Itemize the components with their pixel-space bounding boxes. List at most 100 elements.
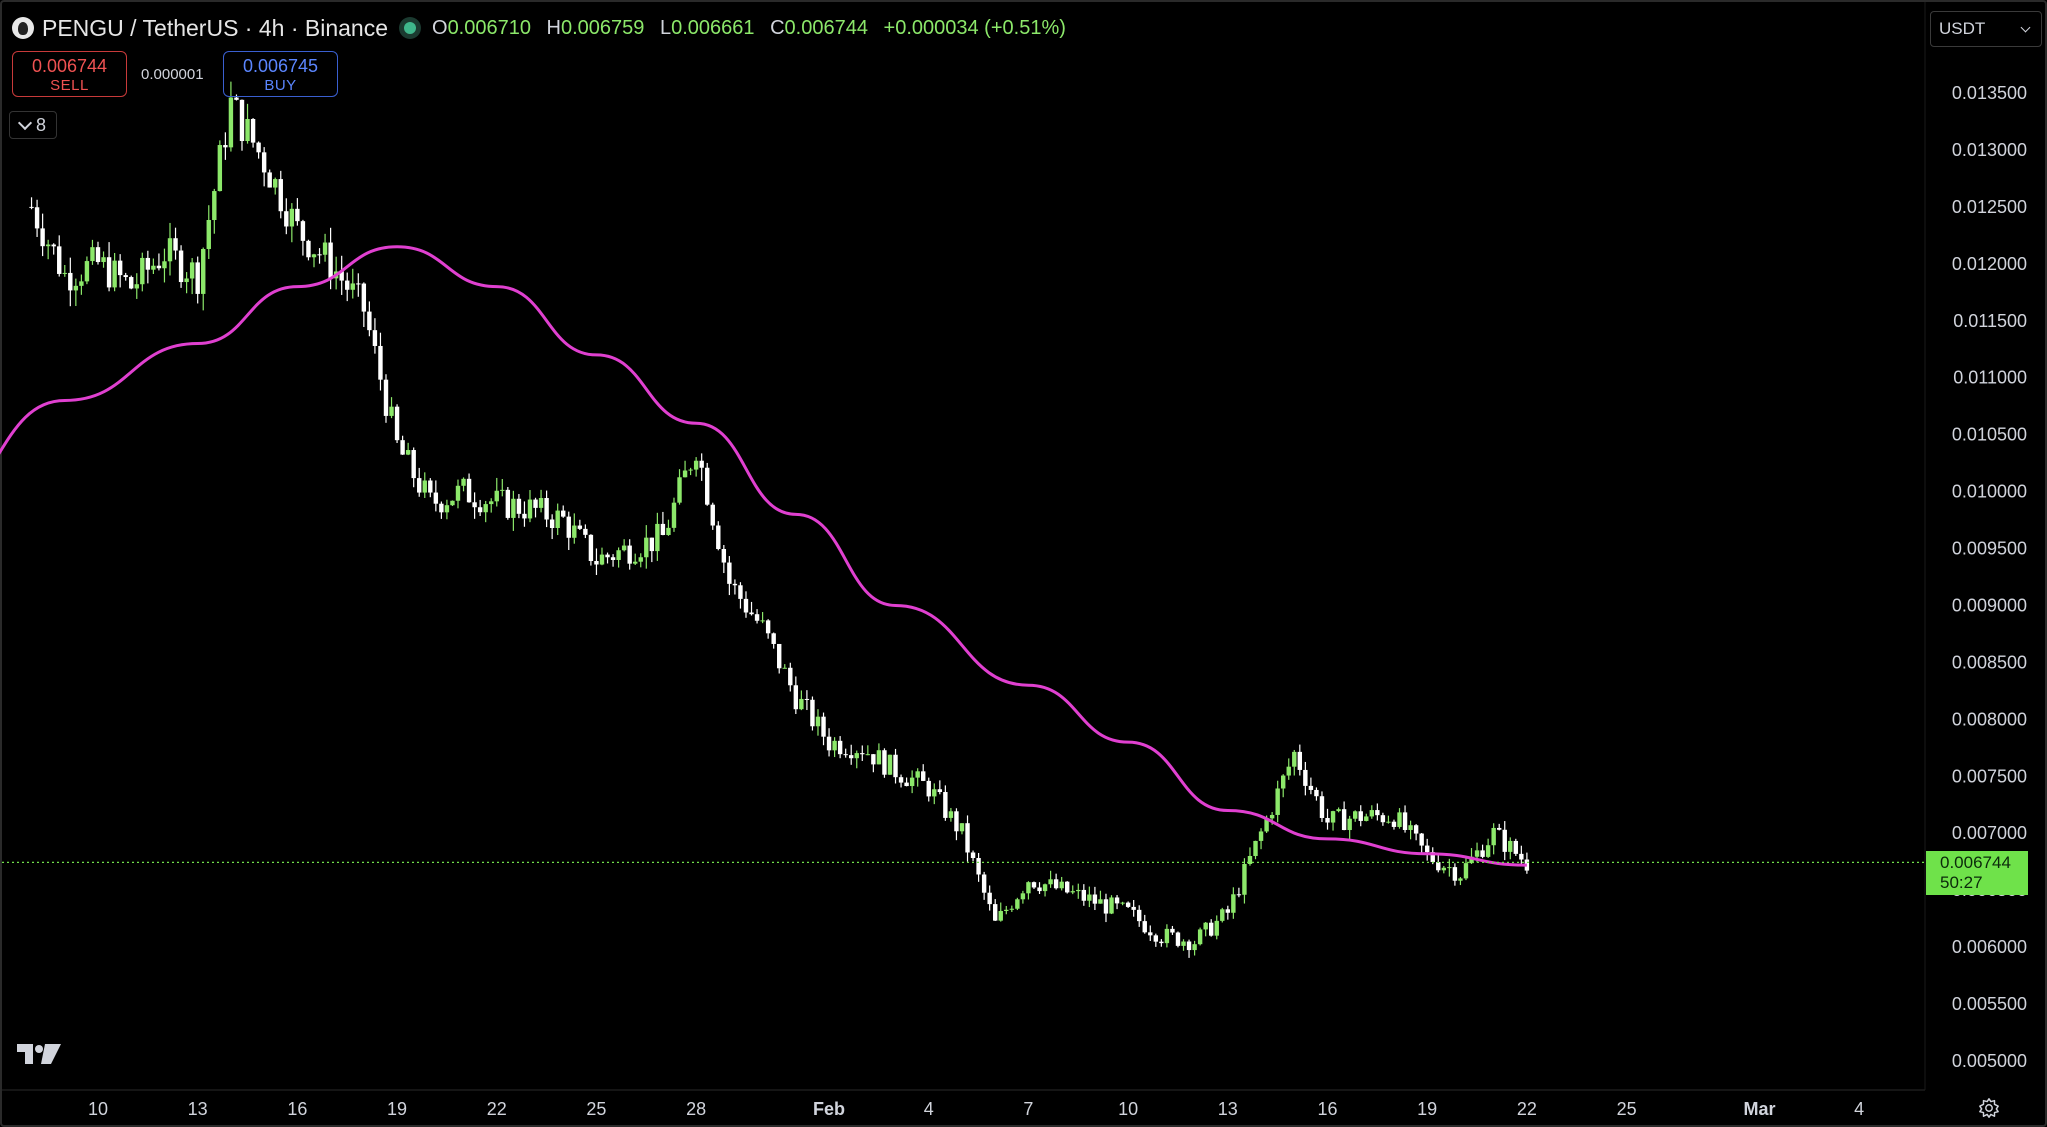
indicators-toggle-button[interactable]: 8 bbox=[9, 111, 57, 139]
candle-body bbox=[339, 271, 344, 281]
candle-body bbox=[921, 771, 926, 781]
buy-label: BUY bbox=[264, 77, 297, 94]
candle-body bbox=[95, 247, 101, 263]
candle-body bbox=[633, 561, 638, 564]
candle-body bbox=[422, 480, 427, 493]
candle-body bbox=[1330, 811, 1336, 823]
candle-body bbox=[40, 228, 45, 247]
candle-body bbox=[505, 489, 511, 518]
y-tick-label: 0.011000 bbox=[1953, 368, 2027, 388]
candle-body bbox=[450, 500, 455, 506]
candle-body bbox=[245, 118, 250, 142]
candle-body bbox=[112, 260, 117, 288]
buy-price: 0.006745 bbox=[242, 56, 319, 76]
candle-body bbox=[1436, 862, 1441, 871]
candle-body bbox=[444, 505, 450, 513]
candle-body bbox=[943, 792, 948, 818]
candle-body bbox=[1065, 881, 1070, 893]
candle-body bbox=[959, 823, 965, 832]
candle-body bbox=[212, 191, 217, 221]
sell-button[interactable]: 0.006744 SELL bbox=[12, 51, 127, 97]
candle-body bbox=[1037, 887, 1042, 892]
candle-body bbox=[1380, 815, 1386, 823]
candle-body bbox=[561, 510, 566, 517]
candle-body bbox=[693, 460, 699, 470]
candle-body bbox=[34, 207, 40, 229]
y-tick-label: 0.005000 bbox=[1952, 1051, 2027, 1071]
close-value: 0.006744 bbox=[784, 16, 868, 39]
x-tick-label: 22 bbox=[487, 1099, 507, 1119]
candle-body bbox=[682, 470, 688, 478]
candle-body bbox=[926, 780, 931, 797]
candle-body bbox=[178, 250, 184, 283]
settings-gear-icon[interactable] bbox=[1978, 1097, 2000, 1119]
candle-body bbox=[1220, 909, 1225, 921]
candle-body bbox=[1292, 751, 1297, 767]
candle-body bbox=[871, 754, 876, 765]
candle-body bbox=[1209, 922, 1214, 936]
low-label: L bbox=[659, 16, 672, 39]
candle-body bbox=[954, 811, 959, 832]
candle-body bbox=[1114, 897, 1120, 904]
candle-body bbox=[970, 852, 976, 859]
candle-body bbox=[1474, 850, 1480, 857]
candle-body bbox=[1491, 827, 1496, 846]
chevron-down-icon bbox=[17, 115, 33, 130]
candle-body bbox=[1159, 941, 1164, 944]
indicators-count: 8 bbox=[35, 114, 46, 135]
candle-body bbox=[1480, 850, 1485, 857]
y-tick-label: 0.012500 bbox=[1952, 197, 2027, 217]
candle-body bbox=[621, 545, 627, 551]
candle-body bbox=[522, 513, 527, 519]
candle-body bbox=[1214, 920, 1219, 936]
candle-body bbox=[162, 261, 167, 269]
candle-body bbox=[201, 249, 206, 294]
candle-body bbox=[289, 208, 295, 227]
market-status-icon[interactable] bbox=[404, 22, 416, 34]
currency-select[interactable]: USDT bbox=[1930, 11, 2042, 47]
candle-body bbox=[1015, 899, 1020, 909]
x-tick-label: Feb bbox=[813, 1099, 845, 1119]
x-tick-label: 28 bbox=[686, 1099, 706, 1119]
price-axis[interactable]: 0.0050000.0055000.0060000.0065000.007000… bbox=[1952, 83, 2027, 1071]
candle-body bbox=[1059, 881, 1064, 889]
candle-body bbox=[411, 450, 416, 479]
y-tick-label: 0.012000 bbox=[1952, 254, 2027, 274]
candle-body bbox=[405, 450, 411, 455]
candle-body bbox=[898, 777, 904, 783]
tradingview-logo-icon[interactable] bbox=[17, 1044, 61, 1066]
candle-body bbox=[605, 554, 610, 558]
candle-body bbox=[195, 262, 200, 294]
candle-body bbox=[1170, 928, 1175, 933]
candle-body bbox=[500, 489, 505, 491]
symbol-title[interactable]: PENGU / TetherUS · 4h · Binance bbox=[42, 14, 388, 41]
candle-body bbox=[461, 478, 466, 486]
candle-body bbox=[295, 208, 300, 222]
candle-body bbox=[1026, 882, 1031, 894]
buy-button[interactable]: 0.006745 BUY bbox=[223, 51, 338, 97]
y-tick-label: 0.010000 bbox=[1952, 482, 2027, 502]
candle-body bbox=[123, 275, 128, 278]
candle-body bbox=[256, 142, 261, 153]
x-tick-label: 13 bbox=[188, 1099, 208, 1119]
candle-body bbox=[439, 503, 444, 513]
candle-body bbox=[273, 179, 278, 188]
high-label: H bbox=[546, 16, 561, 39]
candle-body bbox=[804, 698, 810, 700]
time-axis[interactable]: 10 13 16 19 22 25 28 Feb 4 7 10 13 16 19 22 25 Mar 4 bbox=[88, 1099, 1864, 1119]
x-tick-label: 7 bbox=[1023, 1099, 1033, 1119]
candle-body bbox=[1048, 879, 1053, 885]
candle-body bbox=[250, 118, 256, 143]
candle-body bbox=[688, 469, 693, 471]
candle-body bbox=[932, 789, 937, 797]
candle-body bbox=[1153, 935, 1159, 942]
candle-body bbox=[1053, 879, 1059, 889]
candle-body bbox=[73, 285, 79, 291]
candle-body bbox=[998, 911, 1003, 921]
y-tick-label: 0.007500 bbox=[1952, 766, 2027, 786]
candle-body bbox=[638, 557, 643, 562]
candle-body bbox=[300, 221, 306, 241]
candle-body bbox=[1314, 789, 1319, 797]
candle-body bbox=[721, 548, 727, 563]
